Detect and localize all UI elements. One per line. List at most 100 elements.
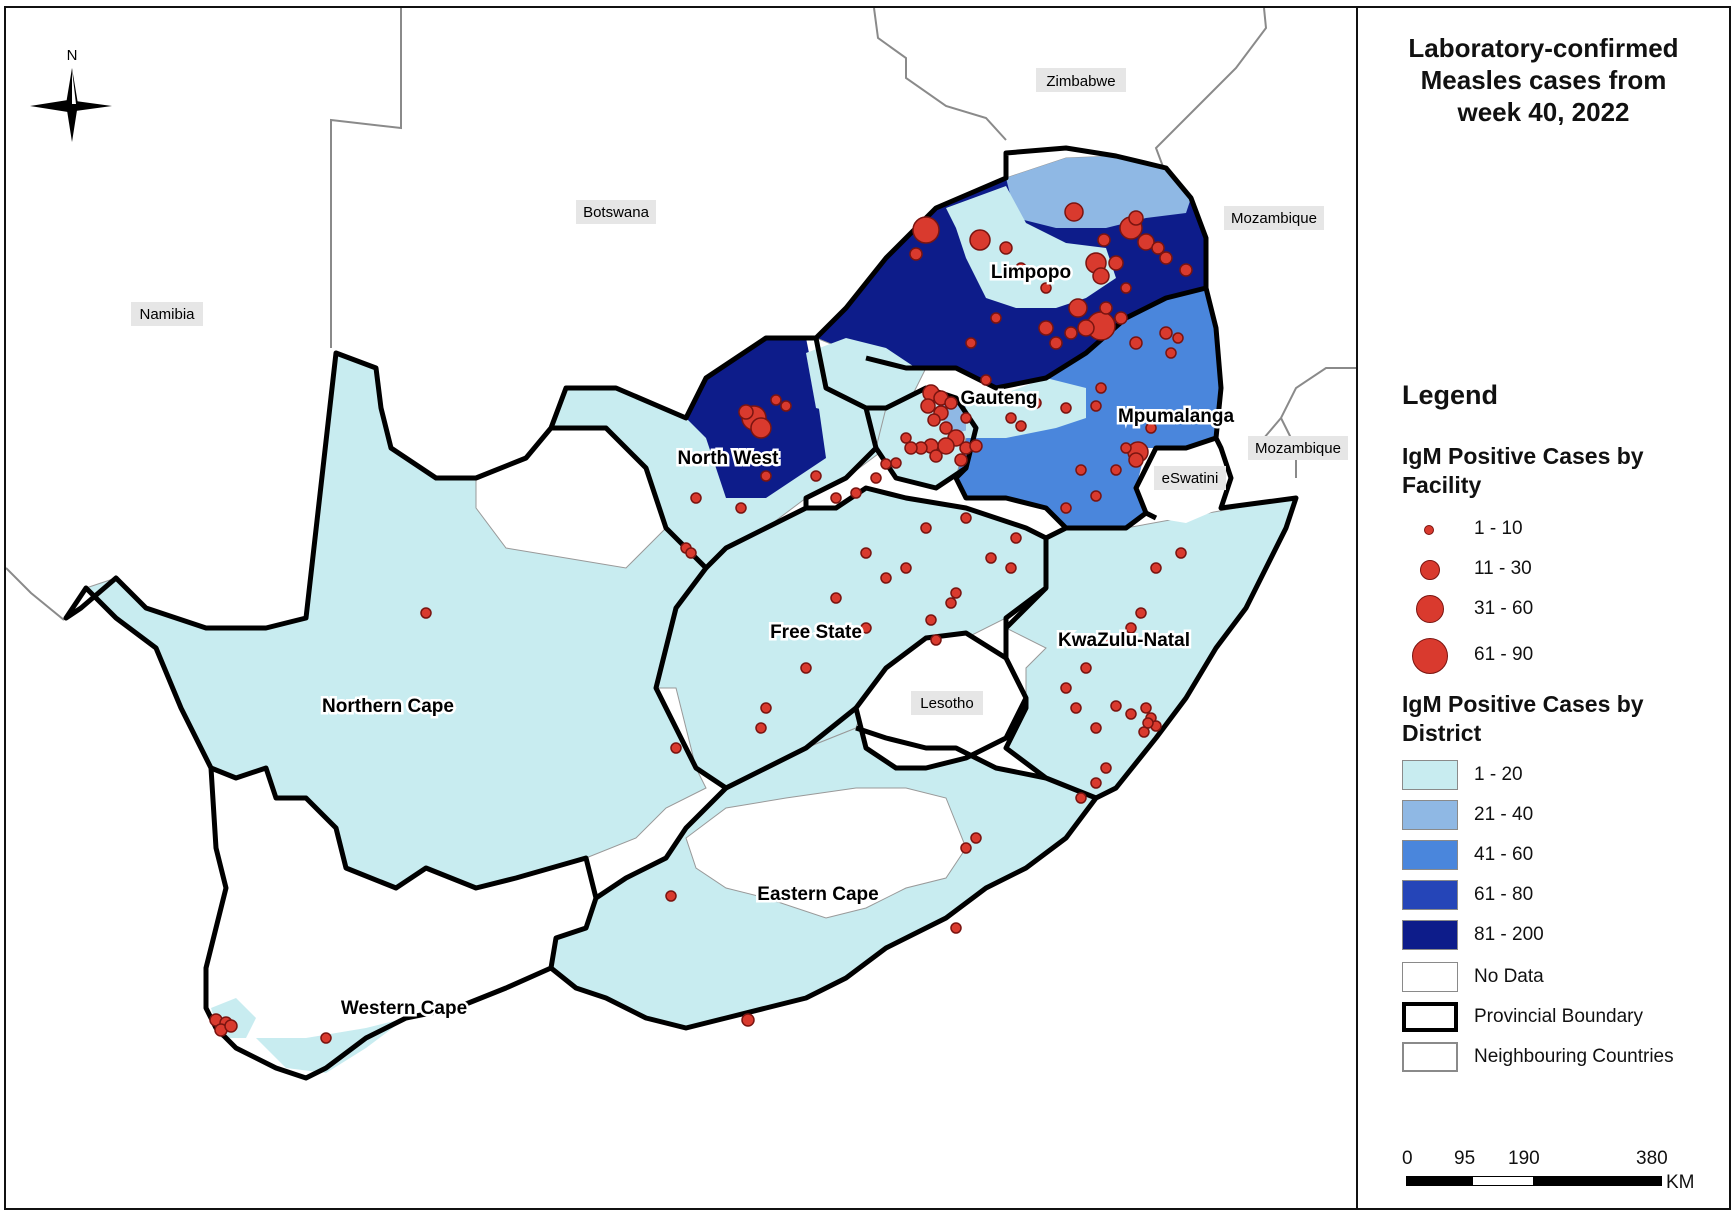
facility-dot (1128, 210, 1144, 226)
eswatini-label-bg (1154, 466, 1226, 490)
limpopo-light-fill (946, 186, 1116, 308)
north-arrow-horizontal-icon (30, 100, 112, 112)
facility-dot (1135, 607, 1147, 619)
facility-dot (1125, 708, 1137, 720)
facility-dot (1145, 422, 1157, 434)
lesotho-label-bg (911, 691, 983, 715)
facility-dot (830, 592, 842, 604)
north-label: N (67, 47, 78, 64)
facility-dot (1005, 412, 1017, 424)
facility-dot (960, 412, 972, 424)
namibia-label-bg (131, 302, 203, 326)
district-class-4-label: 61 - 80 (1474, 884, 1534, 905)
facility-dot-medium-icon (1420, 560, 1440, 580)
facility-dots (209, 202, 1193, 1044)
scale-segment-2 (1472, 1176, 1534, 1186)
facility-dot (954, 453, 968, 467)
lesotho-border (853, 630, 1029, 771)
district-legend-heading: IgM Positive Cases by District (1402, 691, 1644, 746)
western-cape-border (210, 765, 599, 899)
facility-class-4-label: 61 - 90 (1474, 644, 1534, 665)
facility-dot (1100, 762, 1112, 774)
facility-dot (320, 1032, 332, 1044)
facility-dot (890, 457, 902, 469)
facility-dot (1060, 502, 1072, 514)
facility-dot (950, 922, 962, 934)
title-line-2: Measles cases from (1420, 65, 1667, 95)
facility-dot (1097, 233, 1111, 247)
facility-dot (1064, 326, 1078, 340)
facility-dot (1080, 662, 1092, 674)
facility-dot (1151, 241, 1165, 255)
facility-dot (1077, 319, 1095, 337)
facility-dot (1068, 298, 1088, 318)
facility-dot (1040, 282, 1052, 294)
facility-dot (741, 1013, 755, 1027)
lesotho-label: Lesotho (920, 695, 973, 712)
facility-dot (1015, 420, 1027, 432)
facility-dot (1120, 282, 1132, 294)
facility-dot (870, 472, 882, 484)
zimbabwe-label-bg (1036, 68, 1126, 92)
country-labels: Zimbabwe Botswana Namibia Mozambique Moz… (131, 68, 1348, 715)
kzn-border (1003, 510, 1158, 801)
mozambique-s-label-bg (1248, 436, 1348, 460)
neighbouring-countries-legend: Neighbouring Countries (1402, 1042, 1722, 1074)
facility-dot (850, 487, 862, 499)
no-data-legend: No Data (1402, 962, 1722, 994)
facility-dot (1049, 336, 1063, 350)
neighbouring-countries-label: Neighbouring Countries (1474, 1046, 1674, 1067)
facility-dot (1038, 320, 1054, 336)
facility-dot (1137, 233, 1155, 251)
facility-class-1-label: 1 - 10 (1474, 518, 1523, 539)
facility-dot (1179, 263, 1193, 277)
limpopo-waterberg-light-fill (806, 338, 916, 418)
title-line-1: Laboratory-confirmed (1408, 33, 1679, 63)
facility-dot-xlarge-icon (1412, 638, 1448, 674)
facility-dot (925, 614, 937, 626)
facility-dot (1125, 622, 1137, 634)
facility-dot (980, 374, 992, 386)
facility-dot (1150, 562, 1162, 574)
facility-dot (1010, 532, 1022, 544)
district-class-2: 21 - 40 (1402, 800, 1722, 832)
provincial-boundary-label: Provincial Boundary (1474, 1006, 1643, 1027)
north-west-label: North West (678, 448, 780, 469)
facility-class-3: 31 - 60 (1402, 594, 1722, 626)
facility-dot (770, 394, 782, 406)
district-fills (85, 155, 1297, 1079)
district-class-3-label: 41 - 60 (1474, 844, 1534, 865)
facility-dot (929, 449, 943, 463)
facility-dot (1090, 777, 1102, 789)
provincial-boundary-legend: Provincial Boundary (1402, 1002, 1722, 1034)
namibia-label: Namibia (139, 306, 195, 323)
district-class-1-label: 1 - 20 (1474, 764, 1523, 785)
facility-dot (965, 337, 977, 349)
district-class-4: 61 - 80 (1402, 880, 1722, 912)
limpopo-border (865, 285, 1207, 391)
facility-dot (900, 562, 912, 574)
facility-dot (912, 216, 940, 244)
facility-dot (1108, 255, 1124, 271)
district-swatch-4 (1402, 880, 1458, 910)
facility-dot (1090, 400, 1102, 412)
limpopo-label: Limpopo (991, 262, 1071, 283)
northern-cape-border (548, 425, 729, 969)
facility-dot (760, 702, 772, 714)
facility-dot (1075, 464, 1087, 476)
district-class-3: 41 - 60 (1402, 840, 1722, 872)
scale-tick-0: 0 (1402, 1148, 1413, 1169)
facility-dot (1140, 702, 1152, 714)
facility-dot (665, 890, 677, 902)
facility-dot (945, 597, 957, 609)
facility-dot (760, 470, 772, 482)
kwazulu-natal-label: KwaZulu-Natal (1058, 630, 1190, 651)
facility-dot (920, 398, 936, 414)
facility-dot (830, 492, 842, 504)
facility-dot (1070, 702, 1082, 714)
facility-dot (420, 607, 432, 619)
limpopo-vhembe-fill (1006, 156, 1191, 228)
facility-dot (1030, 397, 1042, 409)
zimbabwe-label: Zimbabwe (1046, 73, 1115, 90)
legend-panel: Laboratory-confirmed Measles cases from … (1358, 8, 1729, 1208)
